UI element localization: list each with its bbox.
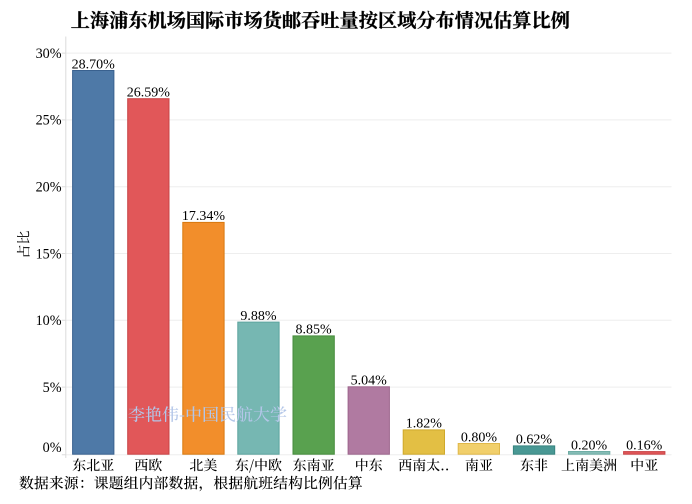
svg-text:0%: 0% bbox=[43, 440, 62, 456]
svg-text:0.16%: 0.16% bbox=[626, 438, 663, 453]
svg-text:28.70%: 28.70% bbox=[72, 57, 116, 72]
svg-text:15%: 15% bbox=[36, 246, 62, 262]
svg-text:26.59%: 26.59% bbox=[127, 86, 171, 101]
svg-text:0.20%: 0.20% bbox=[571, 438, 608, 453]
svg-text:17.34%: 17.34% bbox=[182, 209, 226, 224]
svg-text:5.04%: 5.04% bbox=[351, 374, 388, 389]
svg-text:5%: 5% bbox=[43, 380, 62, 396]
svg-text:30%: 30% bbox=[36, 46, 62, 62]
svg-text:0.62%: 0.62% bbox=[516, 433, 553, 448]
svg-text:8.85%: 8.85% bbox=[296, 323, 333, 338]
svg-text:1.82%: 1.82% bbox=[406, 417, 443, 432]
svg-text:0.80%: 0.80% bbox=[461, 430, 498, 445]
svg-text:9.88%: 9.88% bbox=[240, 309, 277, 324]
svg-text:25%: 25% bbox=[36, 113, 62, 129]
svg-text:20%: 20% bbox=[36, 180, 62, 196]
svg-text:10%: 10% bbox=[36, 313, 62, 329]
